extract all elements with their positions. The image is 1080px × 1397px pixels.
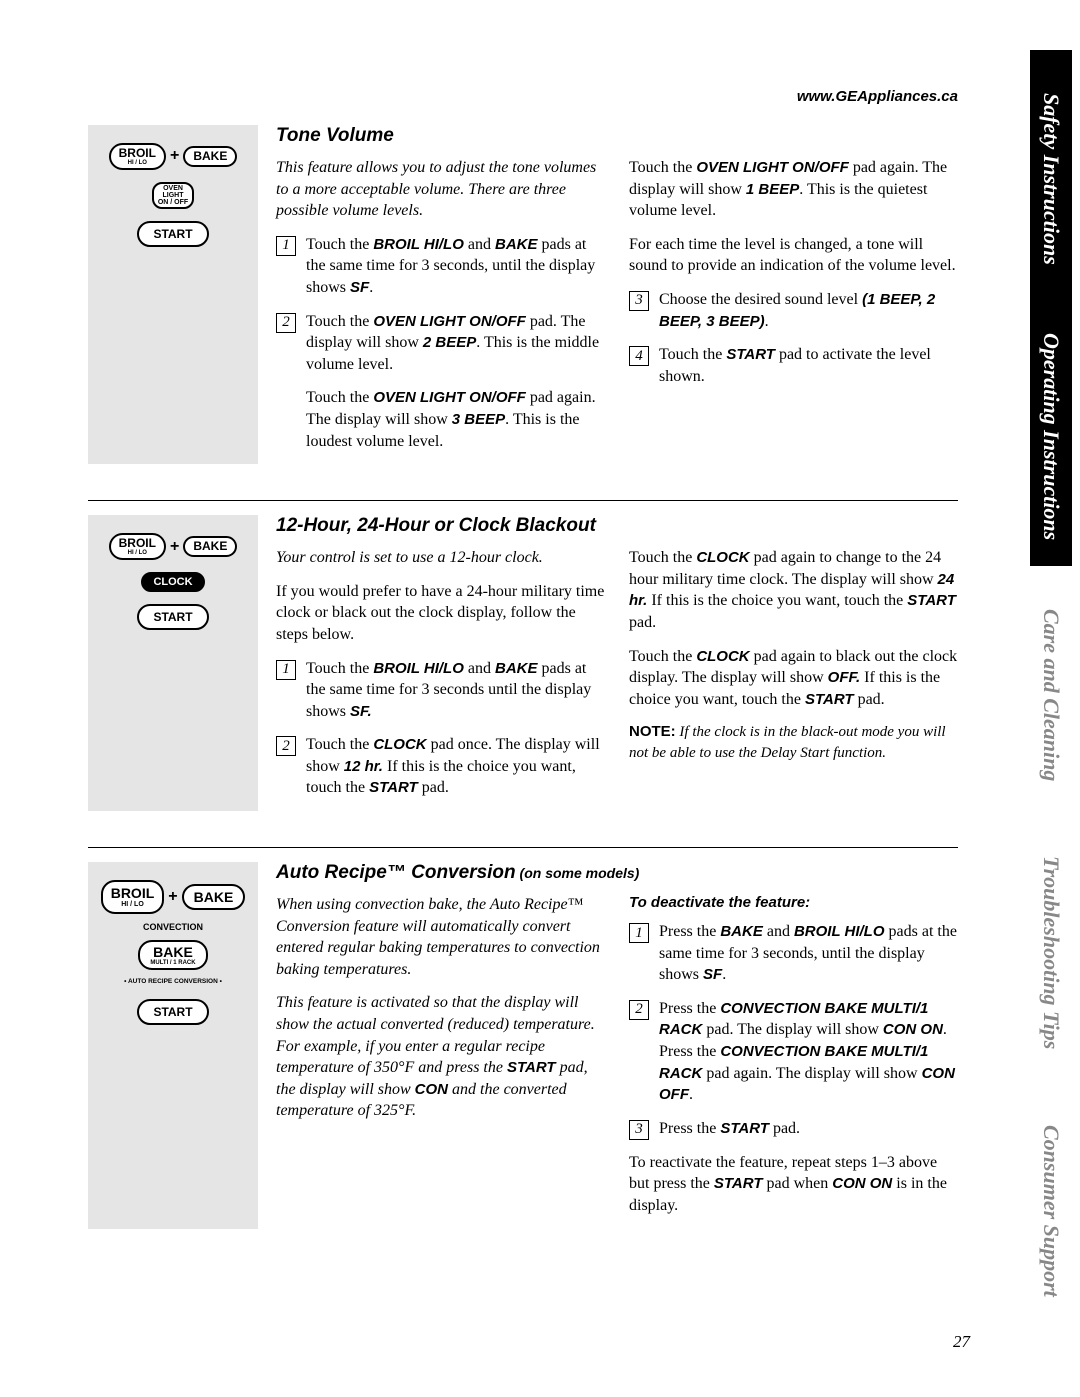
step-number-icon: 2 (276, 736, 296, 756)
intro-text: When using convection bake, the Auto Rec… (276, 894, 605, 980)
oven-light-button: OVEN LIGHT ON / OFF (152, 182, 194, 209)
broil-button: BROILHI / LO (101, 880, 165, 914)
section-clock: BROILHI / LO + BAKE CLOCK START 12-Hour,… (88, 500, 958, 811)
step-number-icon: 3 (629, 1120, 649, 1140)
start-button: START (137, 604, 208, 630)
url-header: www.GEAppliances.ca (88, 88, 958, 105)
plus-icon: + (170, 538, 179, 556)
bake-button: BAKE (183, 146, 237, 167)
convection-bake-button: BAKE MULTI / 1 RACK (138, 940, 207, 970)
body-text: To reactivate the feature, repeat steps … (629, 1152, 958, 1217)
note-text: NOTE: If the clock is in the black-out m… (629, 722, 958, 763)
section-tone-volume: BROILHI / LO + BAKE OVEN LIGHT ON / OFF … (88, 125, 958, 464)
tab-care: Care and Cleaning (1030, 566, 1072, 824)
deactivate-heading: To deactivate the feature: (629, 894, 958, 911)
auto-recipe-label: • AUTO RECIPE CONVERSION • (124, 978, 222, 985)
step-2: 2 Press the CONVECTION BAKE MULTI/1 RACK… (629, 998, 958, 1106)
control-panel-3: BROILHI / LO + BAKE CONVECTION BAKE MULT… (88, 862, 258, 1229)
step-number-icon: 1 (276, 236, 296, 256)
section-auto-recipe: BROILHI / LO + BAKE CONVECTION BAKE MULT… (88, 847, 958, 1229)
body-text: Touch the CLOCK pad again to black out t… (629, 646, 958, 711)
step-number-icon: 3 (629, 291, 649, 311)
body-text: Touch the OVEN LIGHT ON/OFF pad again. T… (629, 157, 958, 222)
intro-text: Your control is set to use a 12-hour clo… (276, 547, 605, 569)
step-1: 1 Touch the BROIL HI/LO and BAKE pads at… (276, 658, 605, 723)
broil-button: BROILHI / LO (109, 143, 166, 170)
step-1: 1 Press the BAKE and BROIL HI/LO pads at… (629, 921, 958, 986)
step-3: 3 Choose the desired sound level (1 BEEP… (629, 289, 958, 332)
tab-consumer: Consumer Support (1030, 1082, 1072, 1340)
bake-button: BAKE (183, 536, 237, 557)
step-3: 3 Press the START pad. (629, 1118, 958, 1140)
intro-text: This feature is activated so that the di… (276, 992, 605, 1122)
section-heading: Auto Recipe™ Conversion (on some models) (276, 862, 958, 884)
side-tabs: Safety Instructions Operating Instructio… (1030, 50, 1072, 1340)
clock-button: CLOCK (141, 572, 204, 592)
body-text: If you would prefer to have a 24-hour mi… (276, 581, 605, 646)
section-heading: 12-Hour, 24-Hour or Clock Blackout (276, 515, 958, 537)
tab-safety: Safety Instructions (1030, 50, 1072, 308)
page-number: 27 (953, 1332, 970, 1352)
step-number-icon: 4 (629, 346, 649, 366)
body-text: For each time the level is changed, a to… (629, 234, 958, 277)
plus-icon: + (168, 888, 177, 906)
start-button: START (137, 999, 208, 1025)
broil-button: BROILHI / LO (109, 533, 166, 560)
step-number-icon: 1 (629, 923, 649, 943)
step-number-icon: 2 (276, 313, 296, 333)
start-button: START (137, 221, 208, 247)
control-panel-1: BROILHI / LO + BAKE OVEN LIGHT ON / OFF … (88, 125, 258, 464)
step-number-icon: 2 (629, 1000, 649, 1020)
step-4: 4 Touch the START pad to activate the le… (629, 344, 958, 387)
bake-button: BAKE (182, 884, 246, 911)
step-2: 2 Touch the CLOCK pad once. The display … (276, 734, 605, 799)
section-heading: Tone Volume (276, 125, 958, 147)
tab-troubleshooting: Troubleshooting Tips (1030, 824, 1072, 1082)
tab-operating: Operating Instructions (1030, 308, 1072, 566)
intro-text: This feature allows you to adjust the to… (276, 157, 605, 222)
step-number-icon: 1 (276, 660, 296, 680)
plus-icon: + (170, 147, 179, 165)
step-2: 2 Touch the OVEN LIGHT ON/OFF pad. The d… (276, 311, 605, 376)
body-text: Touch the CLOCK pad again to change to t… (629, 547, 958, 633)
convection-label: CONVECTION (143, 922, 203, 932)
body-text: Touch the OVEN LIGHT ON/OFF pad again. T… (276, 387, 605, 452)
control-panel-2: BROILHI / LO + BAKE CLOCK START (88, 515, 258, 811)
step-1: 1 Touch the BROIL HI/LO and BAKE pads at… (276, 234, 605, 299)
